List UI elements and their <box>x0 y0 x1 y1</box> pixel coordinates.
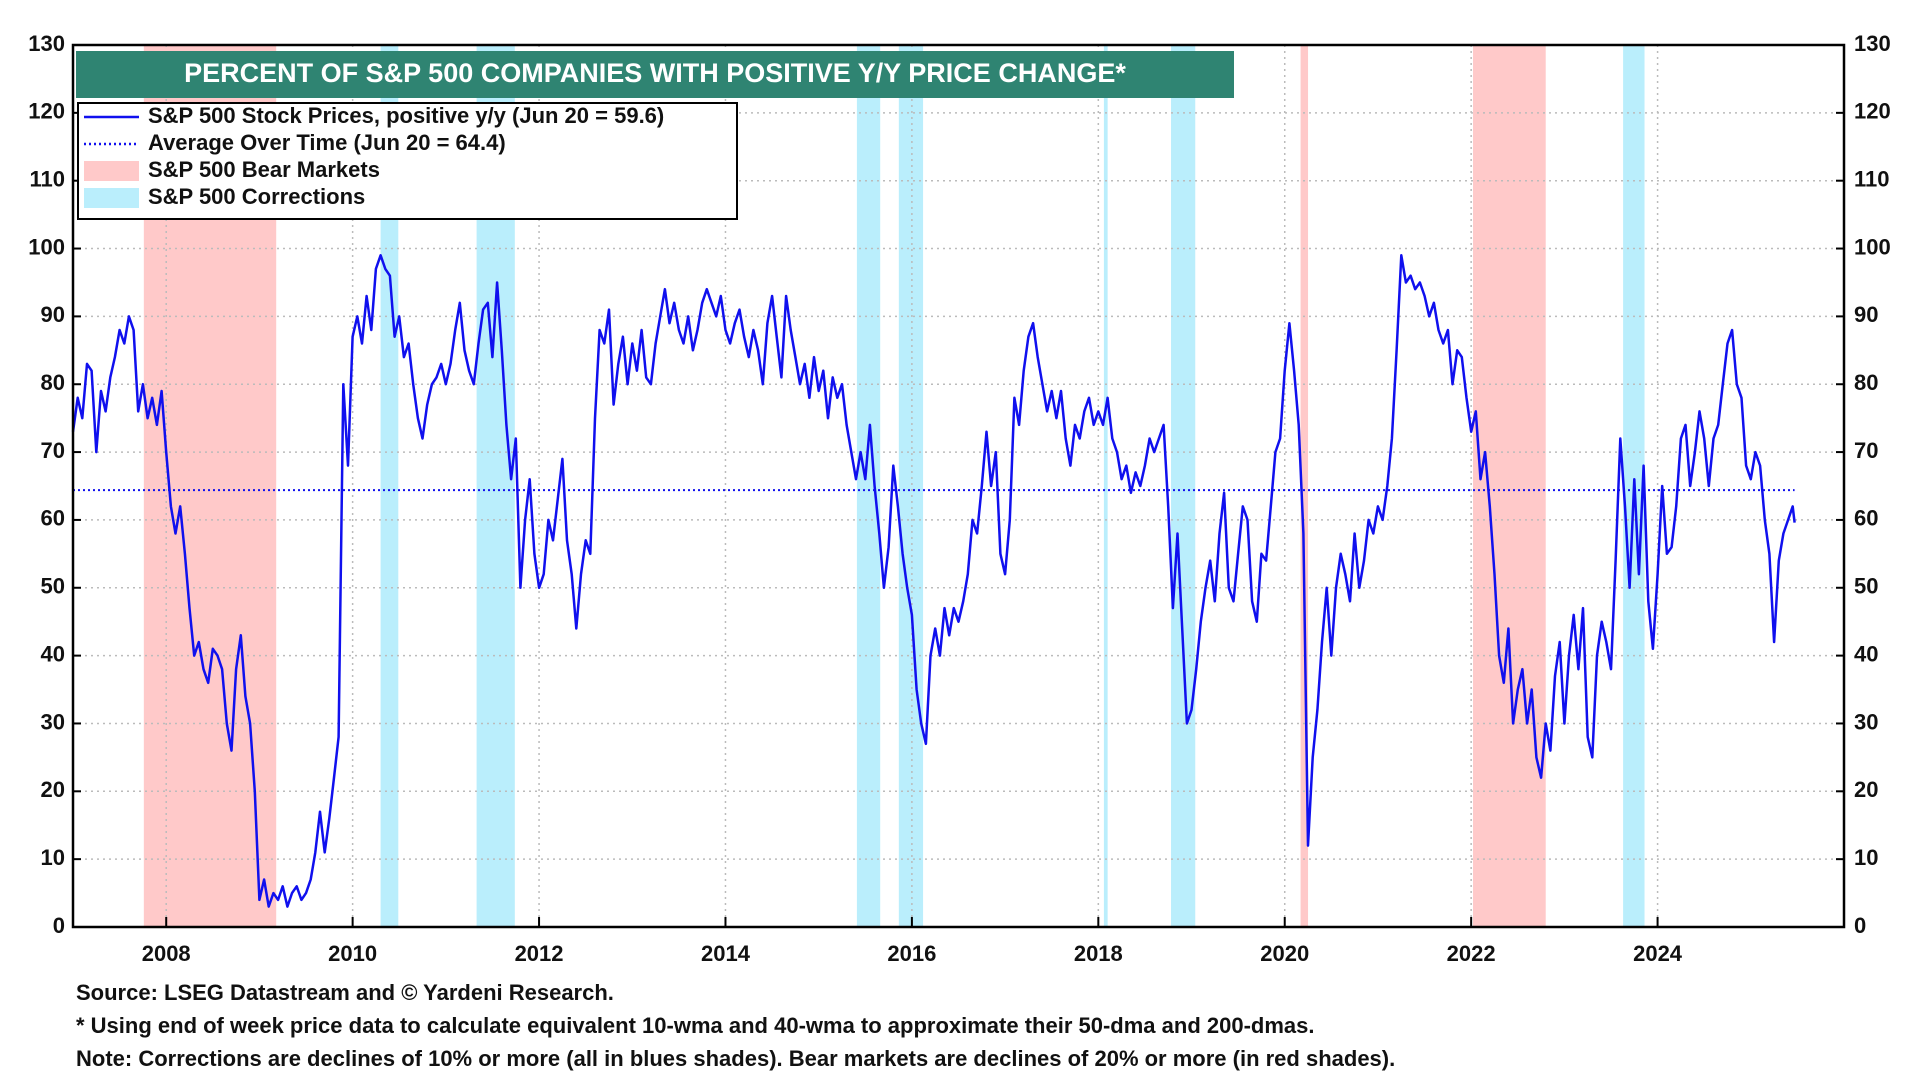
y-tick-label: 10 <box>41 845 65 870</box>
series-line <box>71 254 1796 908</box>
y-tick-label: 30 <box>41 709 65 734</box>
y2-tick-label: 120 <box>1854 99 1891 124</box>
y2-tick-label: 90 <box>1854 302 1878 327</box>
legend: S&P 500 Stock Prices, positive y/y (Jun … <box>77 102 738 220</box>
y2-tick-label: 80 <box>1854 370 1878 395</box>
legend-box <box>77 102 738 220</box>
y-tick-label: 120 <box>28 99 65 124</box>
y2-tick-label: 50 <box>1854 574 1878 599</box>
legend-label: S&P 500 Corrections <box>148 184 365 209</box>
y-tick-label: 60 <box>41 506 65 531</box>
x-tick-label: 2012 <box>515 941 564 966</box>
correction-band <box>1103 45 1108 927</box>
correction-band <box>856 45 881 927</box>
x-tick-label: 2010 <box>328 941 377 966</box>
y2-tick-label: 30 <box>1854 709 1878 734</box>
y-tick-label: 40 <box>41 641 65 666</box>
chart-title: PERCENT OF S&P 500 COMPANIES WITH POSITI… <box>184 58 1126 88</box>
correction-band <box>898 45 924 927</box>
y-tick-label: 70 <box>41 438 65 463</box>
title-bar <box>76 51 1234 98</box>
y2-tick-label: 20 <box>1854 777 1878 802</box>
y2-tick-label: 10 <box>1854 845 1878 870</box>
y-tick-label: 90 <box>41 302 65 327</box>
y-tick-label: 20 <box>41 777 65 802</box>
plot-frame <box>71 43 1846 929</box>
x-tick-label: 2022 <box>1447 941 1496 966</box>
y-tick-label: 0 <box>53 913 65 938</box>
y2-tick-label: 130 <box>1854 31 1891 56</box>
y2-tick-label: 110 <box>1854 167 1890 192</box>
footnote: Note: Corrections are declines of 10% or… <box>76 1046 1395 1071</box>
legend-label: Average Over Time (Jun 20 = 64.4) <box>148 130 506 155</box>
x-tick-label: 2020 <box>1260 941 1309 966</box>
y2-tick-label: 70 <box>1854 438 1878 463</box>
y2-tick-label: 40 <box>1854 641 1878 666</box>
x-tick-label: 2024 <box>1633 941 1683 966</box>
y-tick-label: 100 <box>28 234 65 259</box>
y2-tick-label: 0 <box>1854 913 1866 938</box>
bear-market-band <box>1473 45 1546 927</box>
source-note: Source: LSEG Datastream and © Yardeni Re… <box>76 980 614 1005</box>
x-tick-label: 2016 <box>887 941 936 966</box>
y2-tick-label: 100 <box>1854 234 1891 259</box>
footnote: * Using end of week price data to calcul… <box>76 1013 1315 1038</box>
data-layer <box>71 254 1796 908</box>
x-tick-label: 2008 <box>142 941 191 966</box>
y-tick-label: 130 <box>28 31 65 56</box>
bear-market-band <box>1300 45 1309 927</box>
x-tick-label: 2014 <box>701 941 751 966</box>
legend-label: S&P 500 Bear Markets <box>148 157 380 182</box>
x-tick-label: 2018 <box>1074 941 1123 966</box>
legend-label: S&P 500 Stock Prices, positive y/y (Jun … <box>148 103 664 128</box>
y-tick-label: 50 <box>41 574 65 599</box>
correction-band <box>1171 45 1196 927</box>
legend-swatch <box>84 161 139 181</box>
y2-tick-label: 60 <box>1854 506 1878 531</box>
y-tick-label: 110 <box>30 167 66 192</box>
y-tick-label: 80 <box>41 370 65 395</box>
legend-swatch <box>84 188 139 208</box>
